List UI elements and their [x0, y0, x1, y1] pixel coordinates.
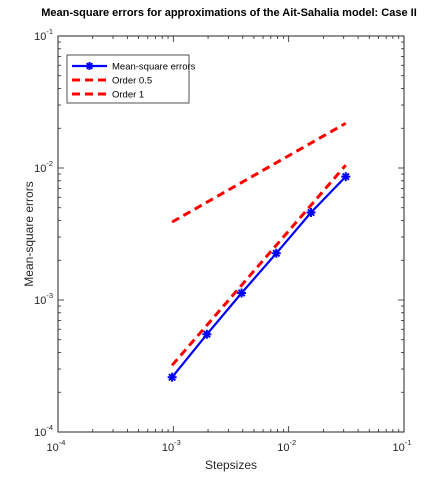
legend-entry: Mean-square errors — [72, 62, 196, 73]
y-tick-labels: 10-4 10-3 10-2 10-1 — [34, 27, 53, 439]
y-axis-label: Mean-square errors — [22, 181, 36, 286]
legend-marker — [85, 62, 94, 70]
data-point — [271, 248, 281, 258]
data-point — [306, 208, 316, 218]
legend-label: Mean-square errors — [112, 62, 196, 73]
x-tick-label: 10-2 — [277, 438, 296, 454]
x-tick-labels: 10-4 10-3 10-2 10-1 — [47, 438, 412, 454]
legend: Mean-square errors Order 0.5 Order 1 — [66, 54, 196, 104]
chart-title: Mean-square errors for approximations of… — [41, 7, 417, 19]
data-point — [341, 172, 351, 182]
legend-entry: Order 1 — [72, 90, 144, 101]
x-axis-label: Stepsizes — [205, 458, 257, 472]
x-tick-label: 10-4 — [47, 438, 66, 454]
data-series — [167, 121, 351, 382]
y-tick-label: 10-3 — [34, 291, 53, 307]
legend-entry: Order 0.5 — [72, 76, 152, 87]
y-tick-label: 10-2 — [34, 159, 53, 175]
data-point — [237, 288, 247, 298]
y-tick-label: 10-4 — [34, 423, 53, 439]
y-tick-label: 10-1 — [34, 27, 53, 43]
x-tick-label: 10-1 — [393, 438, 412, 454]
legend-label: Order 0.5 — [112, 76, 152, 87]
series-line-1 — [171, 121, 347, 224]
axis-ticks — [57, 35, 405, 433]
series-line-2 — [170, 164, 347, 367]
series-line-0 — [171, 175, 347, 378]
x-tick-label: 10-3 — [162, 438, 181, 454]
legend-label: Order 1 — [112, 90, 144, 101]
data-point — [167, 372, 177, 382]
data-point — [202, 329, 212, 339]
